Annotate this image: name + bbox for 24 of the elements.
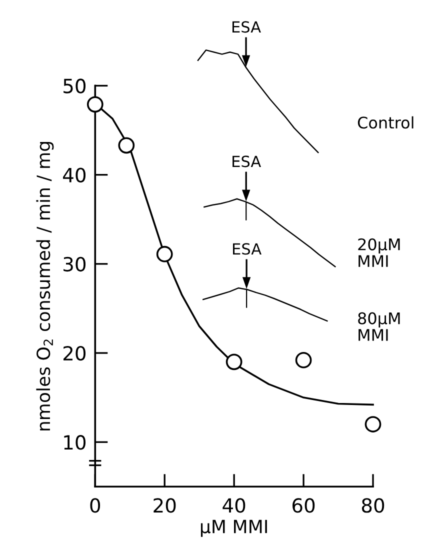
y-axis-title: nmoles O$_{2}$ consumed / min / mg: [36, 142, 54, 430]
annotation: Control: [358, 116, 414, 129]
chart-title: ESA: [233, 243, 262, 255]
x-tick-label: 40: [222, 498, 246, 513]
x-tick-label: 80: [362, 498, 384, 513]
annotation: 20μM MMI: [358, 238, 400, 267]
y-tick-label: 20: [63, 346, 86, 361]
y-tick-label: 40: [63, 168, 86, 182]
point: [118, 137, 135, 154]
point: [86, 96, 104, 113]
y-tick-label: 30: [64, 256, 86, 272]
chart-title: ESA: [232, 21, 261, 33]
point: [156, 246, 173, 262]
point: [226, 354, 242, 370]
x-tick-label: 60: [292, 498, 315, 513]
chart-title: ESA: [232, 156, 262, 168]
y-tick-label: 10: [64, 435, 86, 450]
annotation: 80μM MMI: [358, 312, 400, 341]
y-tick-label: 50: [64, 78, 86, 94]
point: [364, 416, 382, 432]
x-tick-label: 20: [154, 498, 176, 513]
x-axis-title: μM MMI: [200, 520, 267, 537]
x-tick-label: 0: [90, 498, 100, 513]
point: [295, 352, 312, 368]
